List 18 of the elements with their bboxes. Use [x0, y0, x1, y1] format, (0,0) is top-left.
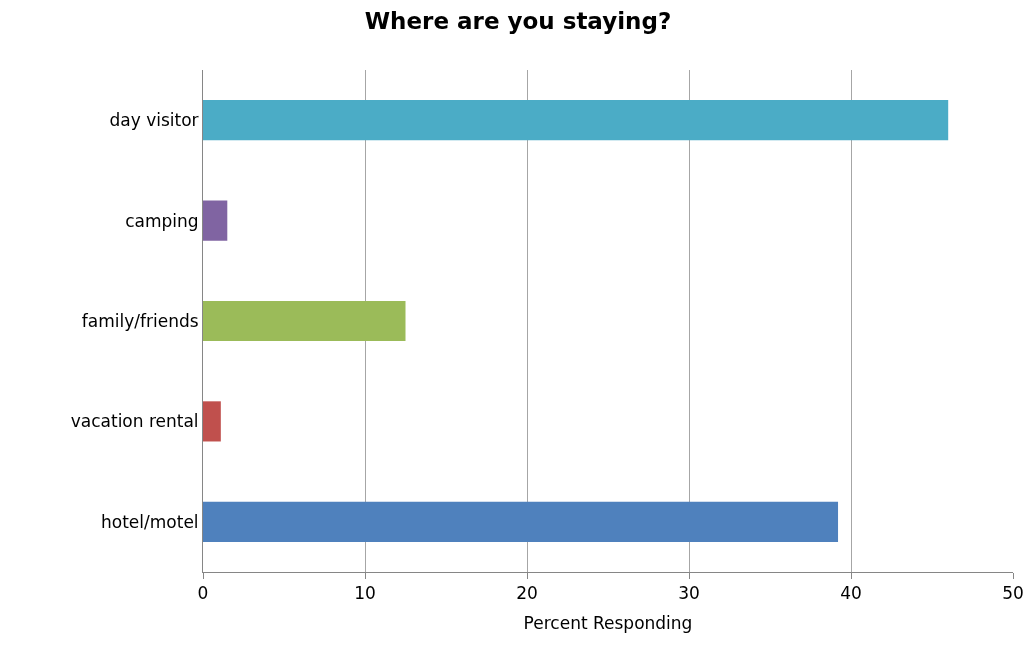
x-tick-label: 10 [354, 583, 376, 604]
y-tick-label: hotel/motel [101, 511, 199, 532]
x-tick-label: 30 [678, 583, 700, 604]
x-tick-label: 40 [840, 583, 862, 604]
x-tick-label: 0 [197, 583, 209, 604]
x-tick-label: 50 [1002, 583, 1024, 604]
x-tick-label: 20 [516, 583, 538, 604]
bar [203, 300, 406, 342]
y-tick-label: vacation rental [70, 411, 199, 432]
bar [203, 100, 949, 141]
chart-title: Where are you staying? [364, 8, 672, 35]
y-tick-label: day visitor [109, 110, 199, 131]
bar [203, 200, 228, 241]
x-axis-title: Percent Responding [523, 612, 693, 633]
y-tick-label: camping [125, 210, 199, 231]
bar [203, 401, 221, 442]
y-tick-label: family/friends [81, 310, 199, 331]
bar [203, 501, 839, 542]
